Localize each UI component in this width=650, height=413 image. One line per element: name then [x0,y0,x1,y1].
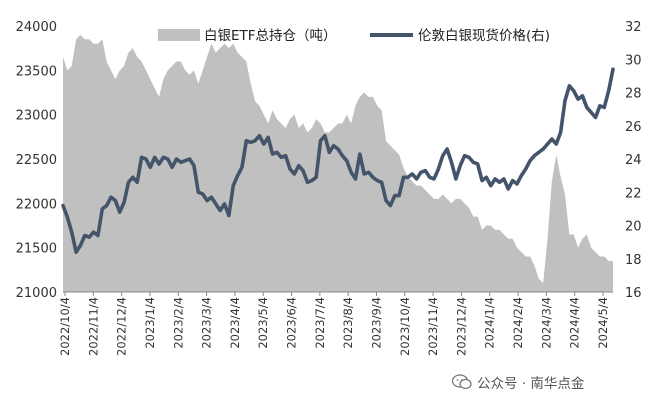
y-right-tick-label: 28 [625,87,642,102]
watermark: 公众号 · 南华点金 [452,372,584,392]
x-tick-label: 2023/1/4 [143,297,157,349]
x-tick-label: 2024/2/4 [511,297,525,349]
y-right-tick-label: 26 [625,120,642,135]
x-tick-label: 2022/11/4 [86,297,100,356]
legend-label-etf: 白银ETF总持仓（吨） [204,28,337,44]
y-left-tick-label: 22000 [16,197,57,212]
x-tick-label: 2023/3/4 [200,297,214,349]
x-tick-label: 2023/10/4 [398,297,412,356]
x-tick-label: 2022/10/4 [58,297,72,356]
x-tick-label: 2023/5/4 [256,297,270,349]
y-left-tick-label: 21000 [16,286,57,301]
x-tick-label: 2024/3/4 [539,297,553,349]
axes-layer: 21000 21500 22000 22500 23000 23500 24000 16 18 2… [16,20,642,356]
y-right-tick-label: 20 [625,220,642,235]
watermark-text: 公众号 · 南华点金 [477,376,585,392]
x-tick-label: 2024/4/4 [568,297,582,349]
area-layer [63,34,613,293]
y-right-tick-label: 16 [625,286,642,301]
x-tick-label: 2023/11/4 [426,297,440,356]
x-tick-label: 2024/5/4 [596,297,610,349]
y-right-tick-label: 30 [625,53,642,68]
y-left-tick-label: 23500 [16,64,57,79]
legend-swatch-etf [158,29,200,41]
y-right-tick-label: 22 [625,186,642,201]
silver-price-line [61,67,615,254]
etf-holdings-area [63,34,613,293]
x-tick-label: 2023/12/4 [454,297,468,356]
x-tick-label: 2023/8/4 [341,297,355,349]
y-right-tick-label: 18 [625,253,642,268]
x-tick-label: 2023/9/4 [369,297,383,349]
x-tick-label: 2023/7/4 [313,297,327,349]
x-tick-label: 2023/4/4 [228,297,242,349]
x-tick-label: 2024/1/4 [483,297,497,349]
legend: 白银ETF总持仓（吨） 伦敦白银现货价格(右) [158,27,550,44]
y-right-tick-label: 24 [625,153,642,168]
legend-label-price: 伦敦白银现货价格(右) [418,27,550,44]
wechat-icon [452,374,472,390]
y-left-tick-label: 21500 [16,242,57,257]
x-tick-label: 2022/12/4 [115,297,129,356]
y-left-tick-label: 23000 [16,109,57,124]
y-left-tick-label: 24000 [16,20,57,35]
y-left-tick-label: 22500 [16,153,57,168]
x-tick-label: 2023/6/4 [285,297,299,349]
line-layer [61,67,615,254]
y-right-tick-label: 32 [625,20,642,35]
x-tick-label: 2023/2/4 [171,297,185,349]
